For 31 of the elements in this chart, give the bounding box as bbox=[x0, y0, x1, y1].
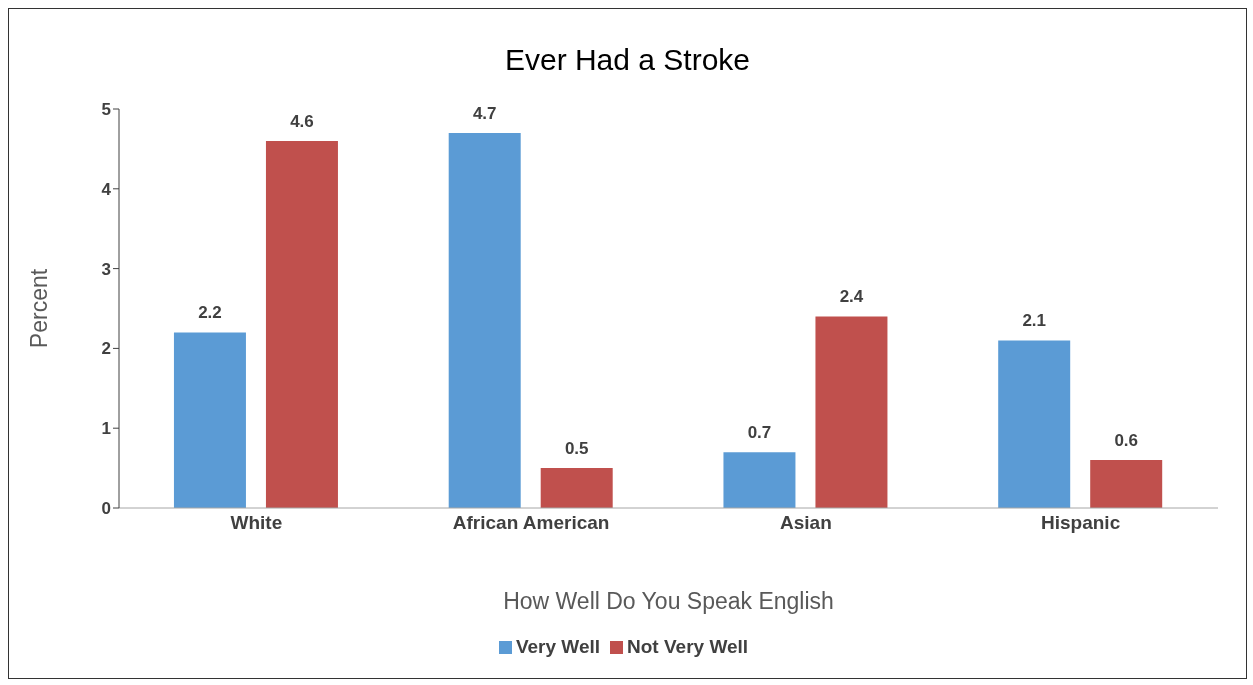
chart-title: Ever Had a Stroke bbox=[503, 43, 752, 77]
bar bbox=[723, 452, 796, 508]
y-tick-label: 1 bbox=[101, 419, 111, 439]
x-tick-label: Asian bbox=[780, 512, 832, 534]
bar bbox=[815, 316, 888, 508]
bar bbox=[1090, 460, 1163, 508]
y-tick-label: 3 bbox=[101, 259, 111, 279]
legend-label: Very Well bbox=[515, 636, 601, 657]
bar bbox=[998, 340, 1071, 508]
data-label: 2.1 bbox=[1022, 311, 1047, 331]
legend-label: Not Very Well bbox=[627, 636, 749, 657]
y-tick-label: 5 bbox=[101, 100, 111, 120]
data-label: 0.6 bbox=[1114, 431, 1139, 451]
x-tick-label: White bbox=[230, 512, 283, 534]
x-axis-title: How Well Do You Speak English bbox=[503, 588, 834, 615]
y-axis-title: Percent bbox=[26, 268, 53, 349]
x-tick-label: Hispanic bbox=[1041, 512, 1121, 534]
y-tick-label: 2 bbox=[101, 339, 111, 359]
data-label: 2.2 bbox=[198, 303, 222, 323]
bar bbox=[265, 140, 338, 508]
data-label: 2.4 bbox=[839, 287, 864, 307]
bar bbox=[173, 332, 246, 508]
bar bbox=[540, 468, 613, 508]
bar bbox=[448, 132, 521, 508]
data-label: 4.6 bbox=[290, 111, 314, 131]
y-tick-label: 0 bbox=[101, 499, 111, 519]
x-tick-label: African American bbox=[452, 512, 610, 534]
y-tick-label: 4 bbox=[101, 179, 112, 199]
data-label: 4.7 bbox=[472, 103, 497, 123]
data-label: 0.7 bbox=[747, 423, 772, 443]
data-label: 0.5 bbox=[564, 439, 589, 459]
